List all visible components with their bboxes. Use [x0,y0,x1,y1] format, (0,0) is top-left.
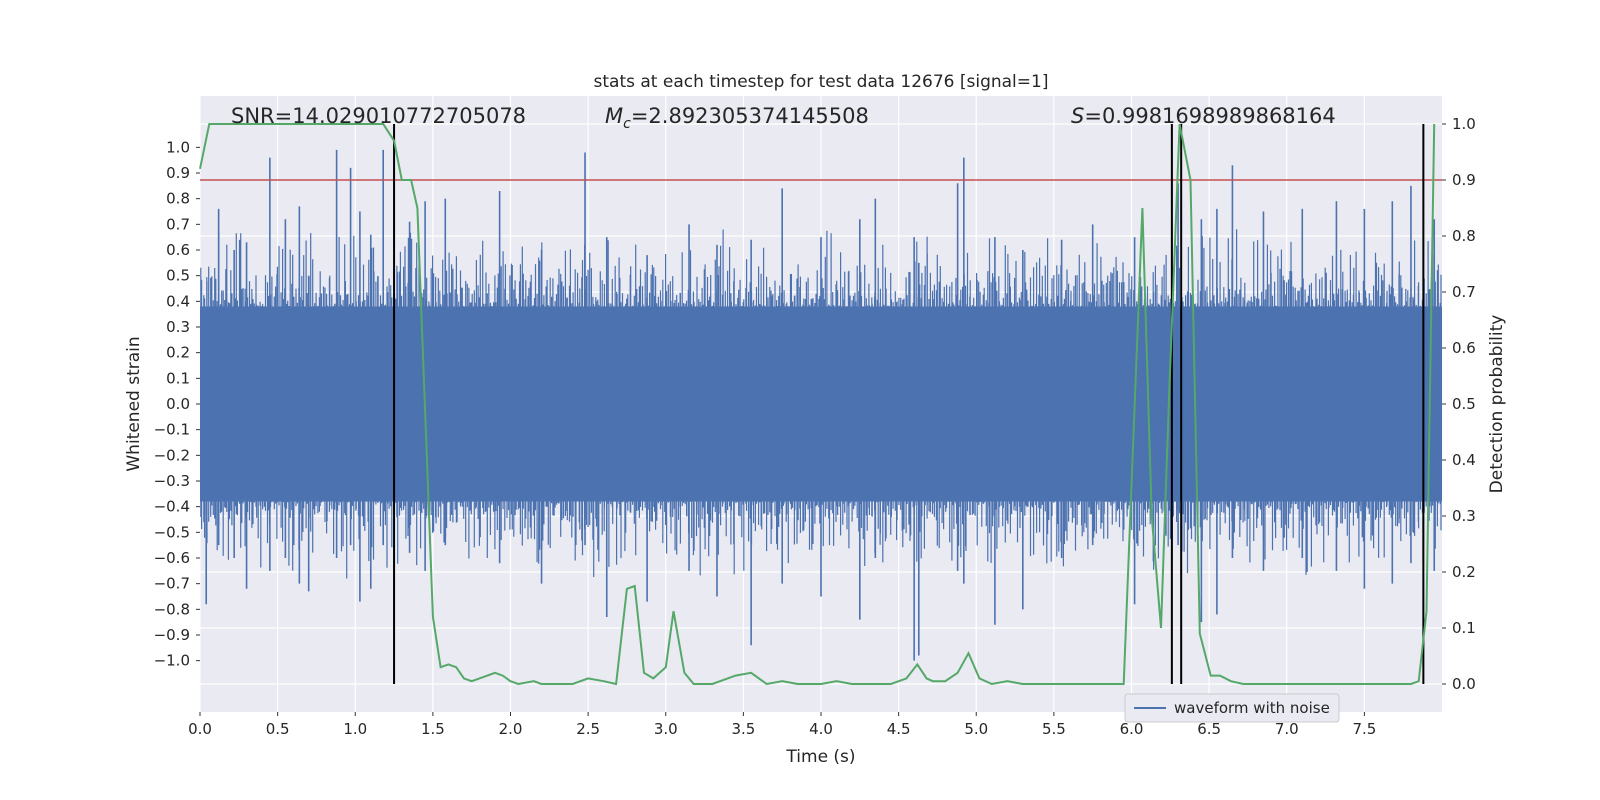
chirp-mass-symbol: M [605,104,623,128]
left-tick-label: 0.7 [166,215,190,233]
x-tick-label: 0.0 [188,720,212,738]
right-tick-label: 0.7 [1452,283,1476,301]
x-tick-label: 4.5 [887,720,911,738]
left-tick-label: −0.4 [154,498,190,516]
right-tick-label: 0.3 [1452,507,1476,525]
left-tick-label: −0.7 [154,575,190,593]
left-tick-label: 0.4 [166,292,190,310]
significance-symbol: S [1071,104,1084,128]
detection-probability-line [199,123,1436,686]
x-tick-label: 1.0 [343,720,367,738]
x-tick-label: 1.5 [421,720,445,738]
right-tick-label: 0.1 [1452,619,1476,637]
right-y-ticks: 1.0 0.9 0.8 0.7 0.6 0.5 0.4 0.3 0.2 0.1 0.0 [1442,115,1476,693]
x-tick-label: 3.5 [731,720,755,738]
right-tick-label: 0.6 [1452,339,1476,357]
y-axis-label-right: Detection probability [1487,315,1507,494]
right-tick-label: 0.8 [1452,227,1476,245]
legend: waveform with noise [1124,693,1340,723]
y-axis-label-left: Whitened strain [124,336,144,471]
x-tick-label: 5.5 [1042,720,1066,738]
chirp-mass-subscript: c [623,116,631,132]
chirp-mass-value: =2.892305374145508 [631,104,869,128]
chirp-mass-annotation: Mc=2.892305374145508 [605,104,869,132]
snr-annotation: SNR=14.029010772705078 [231,104,526,128]
vertical-markers [393,124,1425,684]
legend-box [1124,693,1340,723]
waveform-series [200,149,1442,661]
detection-probability-series [199,123,1436,686]
legend-label: waveform with noise [1174,699,1330,717]
left-tick-label: −0.9 [154,626,190,644]
left-tick-label: 0.8 [166,190,190,208]
waveform-noise [200,229,1442,579]
right-tick-label: 0.9 [1452,171,1476,189]
left-tick-label: −0.2 [154,446,190,464]
x-tick-label: 2.5 [576,720,600,738]
x-tick-label: 6.0 [1120,720,1144,738]
left-y-ticks: 1.0 0.9 0.8 0.7 0.6 0.5 0.4 0.3 0.2 0.1 0.0 −0.1 −0.… [154,138,200,670]
left-tick-label: −0.1 [154,421,190,439]
x-tick-label: 0.5 [266,720,290,738]
x-tick-label: 2.0 [499,720,523,738]
right-tick-label: 1.0 [1452,115,1476,133]
x-tick-label: 4.0 [809,720,833,738]
left-tick-label: −0.8 [154,600,190,618]
x-tick-label: 6.5 [1197,720,1221,738]
right-tick-label: 0.4 [1452,451,1476,469]
left-tick-label: 0.5 [166,267,190,285]
x-ticks: 0.0 0.5 1.0 1.5 2.0 2.5 3.0 3.5 4.0 4.5 5.0 5.5 6.0 6… [188,712,1376,738]
right-tick-label: 0.0 [1452,675,1476,693]
left-tick-label: −0.6 [154,549,190,567]
right-tick-label: 0.5 [1452,395,1476,413]
left-tick-label: 0.0 [166,395,190,413]
left-tick-label: −1.0 [154,652,190,670]
significance-annotation: S=0.9981698989868164 [1071,104,1336,128]
left-tick-label: 0.2 [166,344,190,362]
significance-value: =0.9981698989868164 [1084,104,1335,128]
x-tick-label: 5.0 [964,720,988,738]
left-tick-label: 0.1 [166,369,190,387]
left-tick-label: 0.6 [166,241,190,259]
right-tick-label: 0.2 [1452,563,1476,581]
left-tick-label: 0.9 [166,164,190,182]
x-tick-label: 7.5 [1352,720,1376,738]
left-tick-label: −0.5 [154,523,190,541]
x-tick-label: 7.0 [1275,720,1299,738]
left-tick-label: 0.3 [166,318,190,336]
left-tick-label: −0.3 [154,472,190,490]
chart-title: stats at each timestep for test data 126… [594,72,1049,92]
left-tick-label: 1.0 [166,138,190,156]
x-axis-label: Time (s) [785,747,855,767]
x-tick-label: 3.0 [654,720,678,738]
